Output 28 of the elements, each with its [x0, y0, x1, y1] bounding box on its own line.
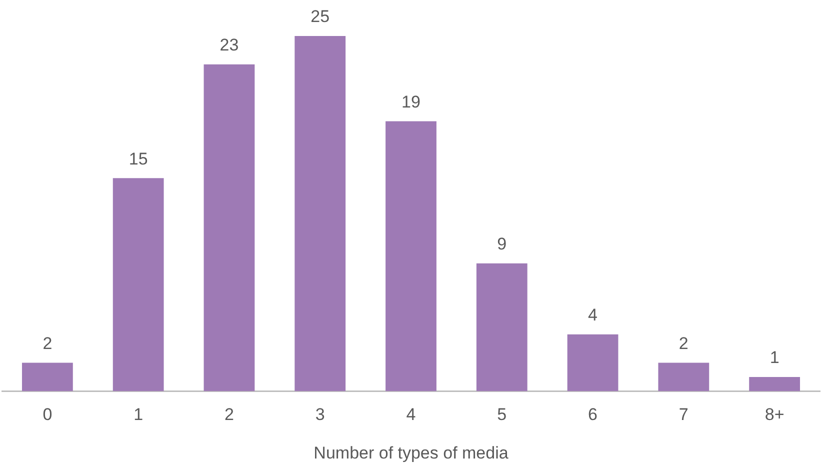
- x-tick-label: 7: [678, 405, 688, 424]
- x-tick-label: 6: [588, 405, 598, 424]
- data-label: 9: [497, 234, 507, 254]
- data-label: 19: [402, 92, 420, 112]
- x-tick-label: 5: [497, 405, 507, 424]
- data-label: 2: [42, 334, 52, 353]
- x-tick-label: 8+: [764, 405, 784, 424]
- bar: [567, 334, 618, 392]
- bar: [294, 36, 346, 392]
- x-tick-label: 1: [134, 405, 144, 424]
- data-label: 15: [128, 149, 148, 168]
- bar: [204, 64, 255, 392]
- data-label: 25: [310, 7, 330, 26]
- data-label: 2: [678, 334, 688, 353]
- bar: [658, 362, 710, 392]
- bar: [386, 121, 436, 392]
- data-label: 1: [770, 348, 780, 368]
- x-tick-label: 3: [315, 405, 325, 424]
- bar: [749, 376, 800, 392]
- data-label: 23: [220, 36, 239, 55]
- x-axis-title: Number of types of media: [314, 443, 509, 462]
- x-tick-label: 2: [224, 405, 234, 424]
- bar: [22, 362, 73, 392]
- data-label: 4: [588, 306, 598, 325]
- bar: [112, 178, 164, 392]
- x-tick-label: 4: [406, 405, 416, 424]
- x-tick-label: 0: [42, 405, 52, 424]
- bar: [476, 263, 528, 392]
